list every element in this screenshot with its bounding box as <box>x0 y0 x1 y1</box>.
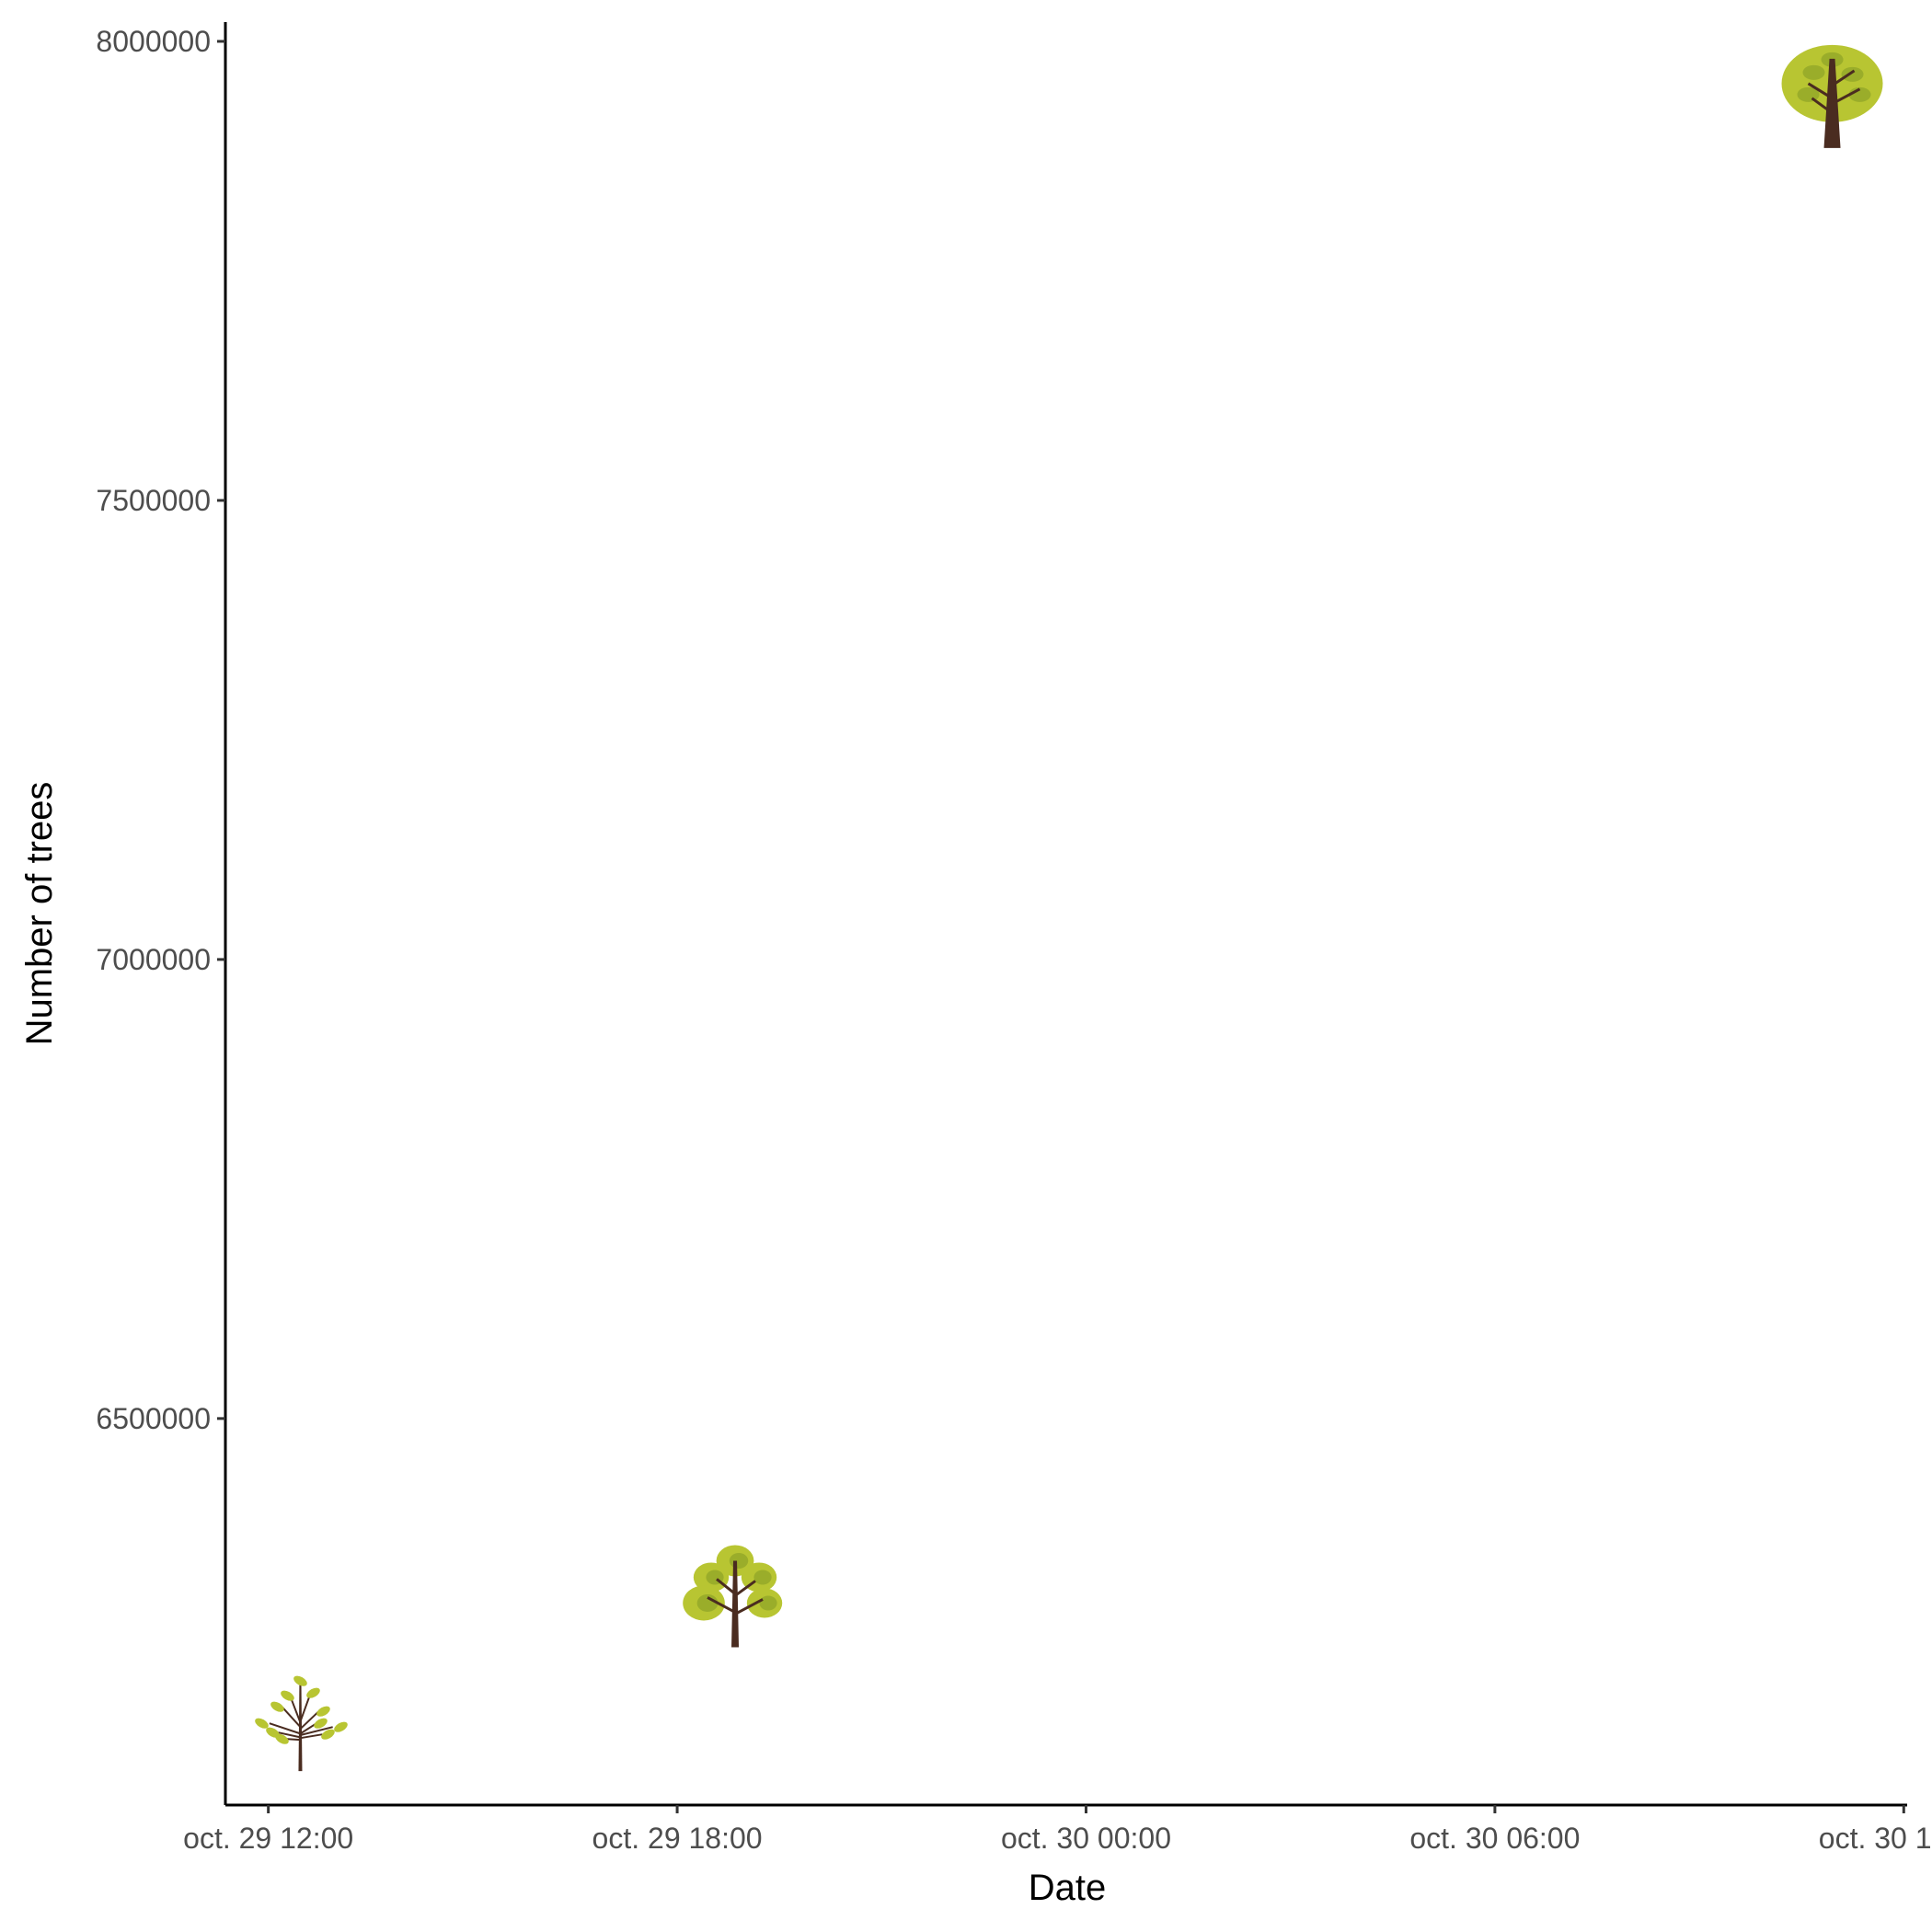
x-tick-label: oct. 29 12:00 <box>183 1822 353 1855</box>
tree-point <box>683 1545 783 1648</box>
y-tick-label: 6500000 <box>96 1402 211 1435</box>
tree-point <box>255 1675 348 1772</box>
tree-leaf <box>255 1718 269 1729</box>
tree-branch <box>707 1596 736 1614</box>
y-tick-label: 8000000 <box>96 25 211 58</box>
tree-leaf <box>275 1733 289 1744</box>
tree-branch <box>299 1710 320 1730</box>
tree-branch <box>299 1722 317 1735</box>
tree-branch <box>281 1706 302 1728</box>
tree-crown-shade <box>696 1593 719 1612</box>
tree-leaf <box>316 1706 330 1717</box>
tree-leaf <box>314 1718 328 1729</box>
tree-branch <box>1831 69 1856 87</box>
tree-branch <box>269 1722 301 1735</box>
tree-branch <box>285 1738 301 1742</box>
x-axis-title: Date <box>1029 1868 1107 1908</box>
tree-crown-shade <box>1802 64 1825 80</box>
tree-leaf <box>293 1675 307 1686</box>
tree-branch <box>1807 82 1834 100</box>
y-tick-label: 7000000 <box>96 943 211 976</box>
tree-leaf <box>270 1701 284 1712</box>
y-axis-title: Number of trees <box>19 782 60 1046</box>
tree-crown-shade <box>753 1570 772 1585</box>
x-tick-label: oct. 30 06:00 <box>1409 1822 1580 1855</box>
x-tick-label: oct. 29 18:00 <box>592 1822 763 1855</box>
tree-crown-shade <box>759 1595 777 1611</box>
x-tick-label: oct. 30 12:00 <box>1819 1822 1932 1855</box>
tree-branch <box>734 1580 756 1597</box>
tree-branch <box>1811 97 1834 115</box>
tree-branch <box>734 1598 764 1616</box>
tree-branch <box>300 1733 323 1740</box>
tree-crown-shade <box>1841 66 1864 82</box>
tree-leaf <box>306 1687 320 1698</box>
tree-trunk <box>731 1560 740 1648</box>
tree-leaf <box>321 1729 335 1740</box>
y-tick-label: 7500000 <box>96 484 211 517</box>
tree-crown-shade <box>729 1552 749 1569</box>
tree-branch <box>716 1578 736 1595</box>
tree-leaf <box>281 1690 294 1701</box>
tree-branch <box>300 1726 333 1736</box>
tree-leaf <box>334 1721 348 1732</box>
tree-point <box>1781 44 1883 148</box>
tree-branch <box>1831 87 1861 106</box>
x-tick-label: oct. 30 00:00 <box>1001 1822 1171 1855</box>
tree-branch <box>278 1731 301 1739</box>
